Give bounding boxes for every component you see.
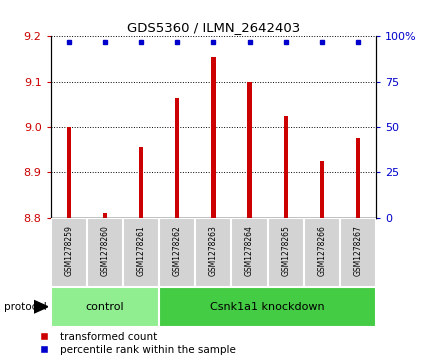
- Text: control: control: [85, 302, 124, 312]
- Bar: [175, 98, 180, 218]
- Bar: [66, 127, 71, 218]
- Text: GSM1278266: GSM1278266: [317, 225, 326, 276]
- Bar: [195, 218, 231, 287]
- Bar: [159, 287, 376, 327]
- Text: GSM1278263: GSM1278263: [209, 225, 218, 276]
- Polygon shape: [34, 301, 48, 313]
- Bar: [211, 57, 216, 218]
- Legend: transformed count, percentile rank within the sample: transformed count, percentile rank withi…: [34, 332, 236, 355]
- Bar: [87, 218, 123, 287]
- Bar: [340, 218, 376, 287]
- Bar: [304, 218, 340, 287]
- Text: GSM1278262: GSM1278262: [173, 225, 182, 276]
- Title: GDS5360 / ILMN_2642403: GDS5360 / ILMN_2642403: [127, 21, 300, 34]
- Text: protocol: protocol: [4, 302, 47, 312]
- Bar: [123, 218, 159, 287]
- Text: GSM1278261: GSM1278261: [136, 225, 146, 276]
- Text: GSM1278265: GSM1278265: [281, 225, 290, 276]
- Bar: [51, 218, 87, 287]
- Text: GSM1278260: GSM1278260: [100, 225, 110, 276]
- Bar: [103, 213, 107, 218]
- Bar: [247, 82, 252, 218]
- Bar: [51, 287, 159, 327]
- Bar: [320, 161, 324, 218]
- Text: GSM1278267: GSM1278267: [354, 225, 363, 276]
- Bar: [231, 218, 268, 287]
- Text: GSM1278259: GSM1278259: [64, 225, 73, 276]
- Bar: [268, 218, 304, 287]
- Bar: [139, 147, 143, 218]
- Bar: [284, 116, 288, 218]
- Text: GSM1278264: GSM1278264: [245, 225, 254, 276]
- Bar: [356, 138, 360, 218]
- Text: Csnk1a1 knockdown: Csnk1a1 knockdown: [210, 302, 325, 312]
- Bar: [159, 218, 195, 287]
